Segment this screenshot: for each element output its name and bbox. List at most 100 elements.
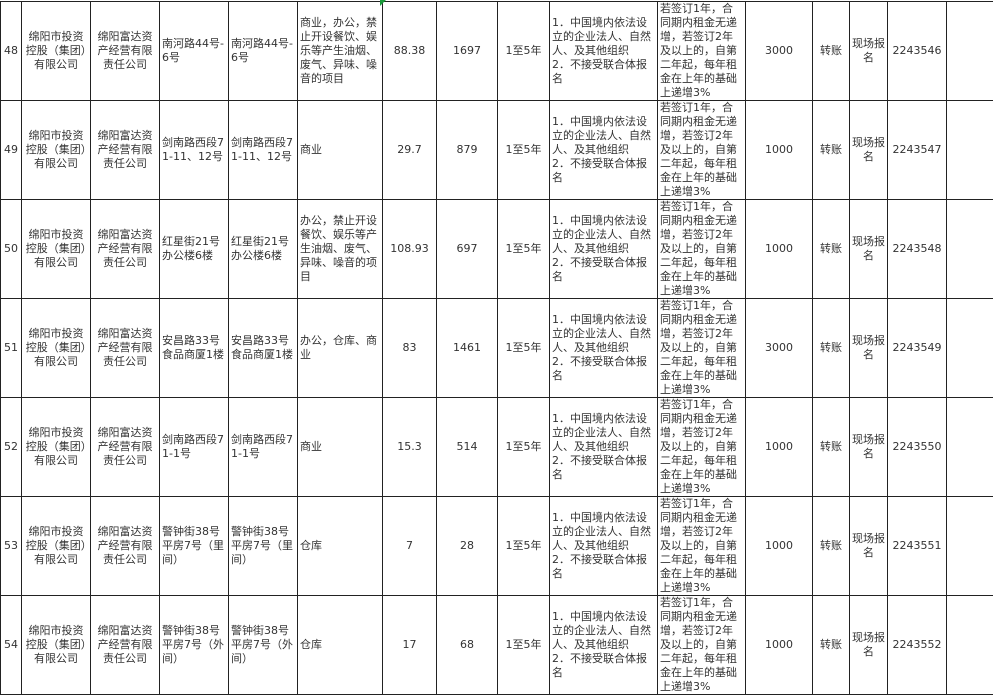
lease-term-cell[interactable]: 1至5年 (498, 398, 550, 497)
row-number-cell[interactable]: 48 (1, 2, 22, 101)
area-cell[interactable]: 7 (383, 497, 437, 596)
deposit-cell[interactable]: 1000 (746, 497, 813, 596)
deposit-cell[interactable]: 1000 (746, 101, 813, 200)
area-cell[interactable]: 15.3 (383, 398, 437, 497)
eligibility-cell[interactable]: 1．中国境内依法设立的企业法人、自然人、及其他组织 2．不接受联合体报名 (550, 2, 658, 101)
row-number-cell[interactable]: 51 (1, 299, 22, 398)
rent-cell[interactable]: 697 (437, 200, 498, 299)
registration-method-cell[interactable]: 现场报名 (850, 101, 888, 200)
rent-cell[interactable]: 1461 (437, 299, 498, 398)
registration-method-cell[interactable]: 现场报名 (850, 200, 888, 299)
location-cell[interactable]: 警钟街38号平房7号（外间） (229, 596, 298, 695)
rent-terms-cell[interactable]: 若签订1年，合同期内租金无递增，若签订2年及以上的，自第二年起，每年租金在上年的… (658, 299, 746, 398)
row-number-cell[interactable]: 54 (1, 596, 22, 695)
rent-cell[interactable]: 68 (437, 596, 498, 695)
empty-cell[interactable] (947, 398, 993, 497)
address-cell[interactable]: 安昌路33号食品商厦1楼 (160, 299, 229, 398)
address-cell[interactable]: 剑南路西段71-11、12号 (160, 101, 229, 200)
location-cell[interactable]: 警钟街38号平房7号（里间） (229, 497, 298, 596)
empty-cell[interactable] (947, 497, 993, 596)
registration-method-cell[interactable]: 现场报名 (850, 596, 888, 695)
row-number-cell[interactable]: 50 (1, 200, 22, 299)
area-cell[interactable]: 29.7 (383, 101, 437, 200)
payment-method-cell[interactable]: 转账 (813, 299, 850, 398)
area-cell[interactable]: 83 (383, 299, 437, 398)
deposit-cell[interactable]: 1000 (746, 398, 813, 497)
rent-terms-cell[interactable]: 若签订1年，合同期内租金无递增，若签订2年及以上的，自第二年起，每年租金在上年的… (658, 497, 746, 596)
usage-cell[interactable]: 仓库 (298, 596, 383, 695)
rent-terms-cell[interactable]: 若签订1年，合同期内租金无递增，若签订2年及以上的，自第二年起，每年租金在上年的… (658, 2, 746, 101)
payment-method-cell[interactable]: 转账 (813, 200, 850, 299)
row-number-cell[interactable]: 49 (1, 101, 22, 200)
lease-term-cell[interactable]: 1至5年 (498, 200, 550, 299)
operator-cell[interactable]: 绵阳富达资产经营有限责任公司 (91, 299, 160, 398)
empty-cell[interactable] (947, 596, 993, 695)
row-number-cell[interactable]: 53 (1, 497, 22, 596)
rent-terms-cell[interactable]: 若签订1年，合同期内租金无递增，若签订2年及以上的，自第二年起，每年租金在上年的… (658, 398, 746, 497)
rent-terms-cell[interactable]: 若签订1年，合同期内租金无递增，若签订2年及以上的，自第二年起，每年租金在上年的… (658, 596, 746, 695)
listing-code-cell[interactable]: 2243550 (888, 398, 947, 497)
payment-method-cell[interactable]: 转账 (813, 2, 850, 101)
empty-cell[interactable] (947, 2, 993, 101)
listing-code-cell[interactable]: 2243548 (888, 200, 947, 299)
eligibility-cell[interactable]: 1．中国境内依法设立的企业法人、自然人、及其他组织 2．不接受联合体报名 (550, 200, 658, 299)
listing-code-cell[interactable]: 2243549 (888, 299, 947, 398)
payment-method-cell[interactable]: 转账 (813, 596, 850, 695)
rent-terms-cell[interactable]: 若签订1年，合同期内租金无递增，若签订2年及以上的，自第二年起，每年租金在上年的… (658, 200, 746, 299)
location-cell[interactable]: 南河路44号-6号 (229, 2, 298, 101)
payment-method-cell[interactable]: 转账 (813, 101, 850, 200)
usage-cell[interactable]: 办公，禁止开设餐饮、娱乐等产生油烟、废气、异味、噪音的项目 (298, 200, 383, 299)
listing-code-cell[interactable]: 2243551 (888, 497, 947, 596)
area-cell[interactable]: 108.93 (383, 200, 437, 299)
rent-cell[interactable]: 28 (437, 497, 498, 596)
owner-cell[interactable]: 绵阳市投资控股（集团）有限公司 (22, 398, 91, 497)
listing-code-cell[interactable]: 2243552 (888, 596, 947, 695)
eligibility-cell[interactable]: 1．中国境内依法设立的企业法人、自然人、及其他组织 2．不接受联合体报名 (550, 101, 658, 200)
location-cell[interactable]: 红星街21号办公楼6楼 (229, 200, 298, 299)
rent-cell[interactable]: 514 (437, 398, 498, 497)
usage-cell[interactable]: 商业 (298, 101, 383, 200)
area-cell[interactable]: 17 (383, 596, 437, 695)
location-cell[interactable]: 安昌路33号食品商厦1楼 (229, 299, 298, 398)
owner-cell[interactable]: 绵阳市投资控股（集团）有限公司 (22, 200, 91, 299)
listing-code-cell[interactable]: 2243547 (888, 101, 947, 200)
listing-code-cell[interactable]: 2243546 (888, 2, 947, 101)
address-cell[interactable]: 南河路44号-6号 (160, 2, 229, 101)
deposit-cell[interactable]: 1000 (746, 596, 813, 695)
registration-method-cell[interactable]: 现场报名 (850, 398, 888, 497)
deposit-cell[interactable]: 1000 (746, 200, 813, 299)
row-number-cell[interactable]: 52 (1, 398, 22, 497)
usage-cell[interactable]: 商业 (298, 398, 383, 497)
deposit-cell[interactable]: 3000 (746, 299, 813, 398)
rent-cell[interactable]: 879 (437, 101, 498, 200)
address-cell[interactable]: 警钟街38号平房7号（里间） (160, 497, 229, 596)
deposit-cell[interactable]: 3000 (746, 2, 813, 101)
rent-terms-cell[interactable]: 若签订1年，合同期内租金无递增，若签订2年及以上的，自第二年起，每年租金在上年的… (658, 101, 746, 200)
eligibility-cell[interactable]: 1．中国境内依法设立的企业法人、自然人、及其他组织 2．不接受联合体报名 (550, 398, 658, 497)
owner-cell[interactable]: 绵阳市投资控股（集团）有限公司 (22, 497, 91, 596)
registration-method-cell[interactable]: 现场报名 (850, 497, 888, 596)
usage-cell[interactable]: 办公，仓库、商业 (298, 299, 383, 398)
area-cell[interactable]: 88.38 (383, 2, 437, 101)
operator-cell[interactable]: 绵阳富达资产经营有限责任公司 (91, 596, 160, 695)
lease-term-cell[interactable]: 1至5年 (498, 2, 550, 101)
owner-cell[interactable]: 绵阳市投资控股（集团）有限公司 (22, 2, 91, 101)
registration-method-cell[interactable]: 现场报名 (850, 299, 888, 398)
owner-cell[interactable]: 绵阳市投资控股（集团）有限公司 (22, 596, 91, 695)
location-cell[interactable]: 剑南路西段71-1号 (229, 398, 298, 497)
lease-term-cell[interactable]: 1至5年 (498, 299, 550, 398)
operator-cell[interactable]: 绵阳富达资产经营有限责任公司 (91, 398, 160, 497)
rent-cell[interactable]: 1697 (437, 2, 498, 101)
operator-cell[interactable]: 绵阳富达资产经营有限责任公司 (91, 497, 160, 596)
empty-cell[interactable] (947, 299, 993, 398)
operator-cell[interactable]: 绵阳富达资产经营有限责任公司 (91, 2, 160, 101)
registration-method-cell[interactable]: 现场报名 (850, 2, 888, 101)
empty-cell[interactable] (947, 200, 993, 299)
owner-cell[interactable]: 绵阳市投资控股（集团）有限公司 (22, 101, 91, 200)
lease-term-cell[interactable]: 1至5年 (498, 101, 550, 200)
payment-method-cell[interactable]: 转账 (813, 398, 850, 497)
address-cell[interactable]: 警钟街38号平房7号（外间） (160, 596, 229, 695)
payment-method-cell[interactable]: 转账 (813, 497, 850, 596)
location-cell[interactable]: 剑南路西段71-11、12号 (229, 101, 298, 200)
eligibility-cell[interactable]: 1．中国境内依法设立的企业法人、自然人、及其他组织 2．不接受联合体报名 (550, 299, 658, 398)
